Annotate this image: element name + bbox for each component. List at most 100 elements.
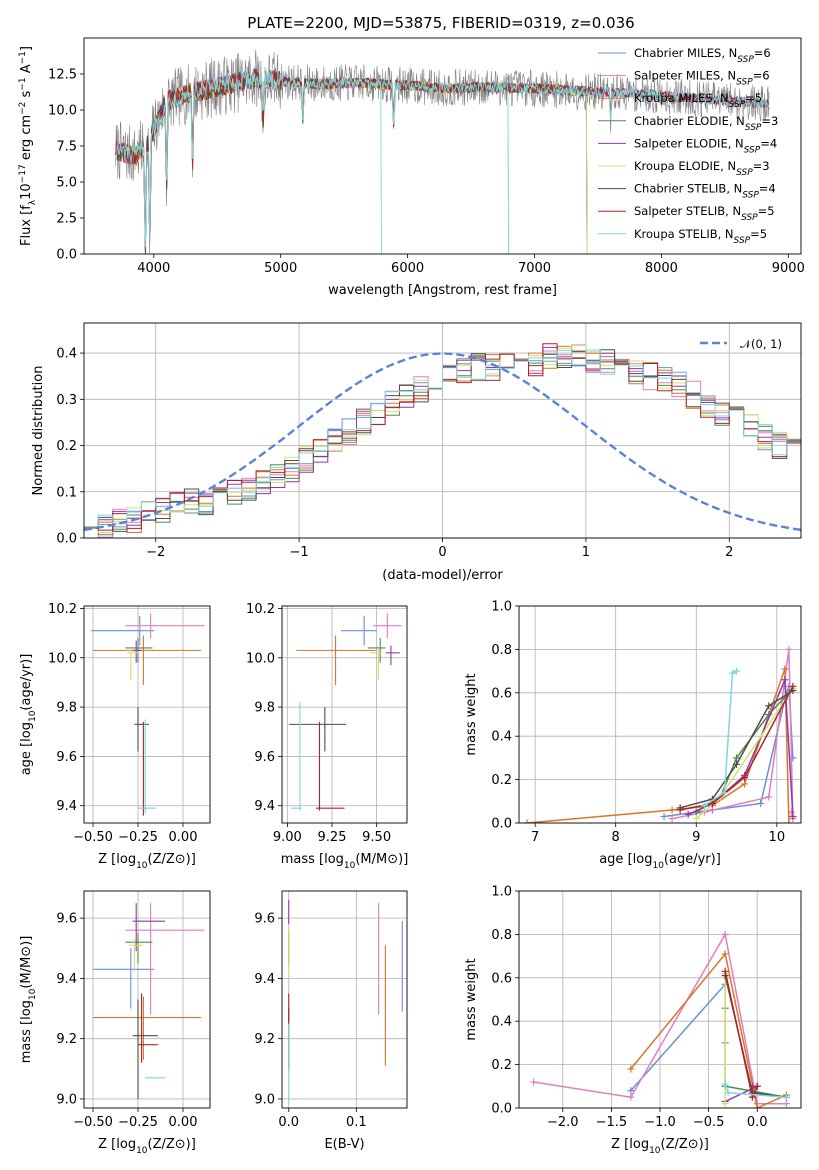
y-tick-label: 0.2 — [491, 773, 512, 788]
x-tick-label: 0.00 — [169, 1115, 198, 1130]
y-axis-label: Flux [fλ10−17 erg cm−2 s−1 A−1] — [18, 46, 38, 246]
legend-label: 𝒩(0, 1) — [740, 337, 782, 351]
y-tick-label: 0.0 — [491, 817, 512, 832]
axes-frame — [518, 605, 802, 824]
x-tick-label: 9 — [692, 830, 700, 845]
y-tick-label: 1.0 — [491, 600, 512, 615]
mass-weight-point — [753, 1082, 761, 1090]
y-tick-label: 0.6 — [491, 686, 512, 701]
x-tick-label: −2 — [146, 545, 165, 560]
legend-label: Salpeter MILES, NSSP=6 — [634, 69, 770, 88]
mass-weight-point — [720, 789, 728, 797]
y-tick-label: 0.0 — [491, 1102, 512, 1117]
mass-weight-point — [733, 754, 741, 762]
y-tick-label: 12.5 — [48, 68, 77, 83]
mass-weight-point — [741, 773, 749, 781]
x-tick-label: 1 — [582, 545, 590, 560]
mass-weight-point — [692, 815, 700, 823]
mass-weight-point — [721, 950, 729, 958]
x-tick-label: 2 — [725, 545, 733, 560]
x-tick-label: −0.25 — [118, 830, 158, 845]
spectrum-legend: Chabrier MILES, NSSP=6 Salpeter MILES, NS… — [598, 46, 778, 246]
y-axis-label: mass [log10(M/M⊙)] — [19, 936, 38, 1064]
y-tick-label: 0.3 — [56, 393, 77, 408]
mass-weight-line-kroupa-stelib — [703, 670, 737, 807]
y-tick-label: 0.2 — [56, 439, 77, 454]
y-tick-label: 0.6 — [491, 971, 512, 986]
x-tick-label: −2.0 — [547, 1115, 579, 1130]
mass-weight-point — [733, 667, 741, 675]
mass-weight-point — [785, 819, 793, 823]
x-tick-label: −0.50 — [73, 1115, 113, 1130]
mass-weight-point — [627, 1093, 635, 1101]
mass-weight-point — [627, 1087, 635, 1095]
y-tick-label: 0.4 — [491, 730, 512, 745]
x-tick-label: −0.5 — [693, 1115, 725, 1130]
y-tick-label: 9.4 — [56, 799, 77, 814]
residuals-panel: −2 −1 0 1 2 0.0 0.1 0.2 0.3 0.4 𝒩(0, 1) (data-model… — [31, 322, 802, 583]
x-tick-label: 0 — [438, 545, 446, 560]
age-vs-Z-panel: −0.50 −0.25 0.00 9.4 9.6 9.8 10.0 10.2 Z [log10(… — [19, 602, 211, 871]
legend-label: Kroupa MILES, NSSP=5 — [634, 91, 762, 110]
mass-weight-point — [530, 1078, 538, 1086]
y-axis-label: Normed distribution — [31, 366, 46, 496]
mass-weight-point — [721, 930, 729, 938]
x-axis-label: E(B-V) — [324, 1137, 364, 1152]
legend-label: Chabrier MILES, NSSP=6 — [634, 46, 771, 65]
y-tick-label: 10.0 — [246, 651, 275, 666]
mass-weight-point — [782, 1093, 790, 1101]
x-tick-label: 0.0 — [278, 1115, 299, 1130]
y-tick-label: 9.6 — [56, 912, 77, 927]
x-tick-label: 6000 — [391, 261, 424, 276]
y-tick-label: 10.2 — [48, 602, 77, 617]
x-tick-label: −1.0 — [644, 1115, 676, 1130]
mass-weight-point — [782, 1100, 790, 1108]
mass-weight-point — [733, 760, 741, 768]
x-tick-label: 4000 — [137, 261, 170, 276]
x-tick-label: 0.0 — [747, 1115, 768, 1130]
mass-weight-point — [765, 793, 773, 801]
y-tick-label: 9.6 — [254, 912, 275, 927]
legend-label: Kroupa ELODIE, NSSP=3 — [634, 159, 770, 178]
mass-weight-point — [741, 780, 749, 788]
mass-vs-EBV-panel: 0.0 0.1 9.0 9.2 9.4 9.6 E(B-V) — [254, 890, 408, 1152]
x-axis-label: age [log10(age/yr)] — [599, 852, 721, 871]
x-tick-label: −1 — [290, 545, 309, 560]
y-tick-label: 0.2 — [491, 1058, 512, 1073]
mass-weight-point — [789, 812, 797, 820]
mass-weight-line-salpeter-stelib — [679, 685, 794, 811]
y-tick-label: 10.2 — [246, 602, 275, 617]
mass-weight-point — [668, 806, 676, 814]
x-tick-label: −1.5 — [596, 1115, 628, 1130]
x-axis-label: mass [log10(M/M⊙)] — [281, 852, 409, 871]
y-tick-label: 9.8 — [56, 701, 77, 716]
x-tick-label: 9.50 — [362, 830, 391, 845]
x-tick-label: 0.1 — [346, 1115, 367, 1130]
mass-weight-vs-Z-panel: −2.0 −1.5 −1.0 −0.5 0.0 0.0 0.2 0.4 0.6 0.8 1.0 Z [… — [464, 885, 802, 1156]
mass-weight-point — [789, 682, 797, 690]
mass-weight-point — [785, 645, 793, 653]
y-tick-label: 0.0 — [56, 532, 77, 547]
y-tick-label: 9.8 — [254, 701, 275, 716]
x-tick-label: 7000 — [518, 261, 551, 276]
mass-weight-vs-age-panel: 7 8 9 10 0.0 0.2 0.4 0.6 0.8 1.0 age [log10(age/yr… — [464, 600, 802, 871]
legend-label: Salpeter ELODIE, NSSP=4 — [634, 136, 777, 155]
mass-weight-point — [700, 802, 708, 810]
y-tick-label: 0.4 — [491, 1015, 512, 1030]
x-tick-label: 9.00 — [273, 830, 302, 845]
y-tick-label: 9.2 — [56, 1032, 77, 1047]
x-axis-label: (data-model)/error — [382, 568, 503, 583]
mass-weight-point — [757, 799, 765, 807]
y-axis-label: age [log10(age/yr)] — [19, 654, 38, 776]
legend-label: Salpeter STELIB, NSSP=5 — [634, 204, 775, 223]
y-tick-label: 0.1 — [56, 485, 77, 500]
y-tick-label: 9.2 — [254, 1032, 275, 1047]
y-tick-label: 1.0 — [491, 885, 512, 900]
legend-label: Chabrier ELODIE, NSSP=3 — [634, 114, 778, 133]
histogram-kroupa-stelib — [84, 349, 801, 528]
legend-label: Kroupa STELIB, NSSP=5 — [634, 227, 767, 246]
mass-weight-line-kroupa-miles — [630, 952, 787, 1108]
y-tick-label: 2.5 — [56, 212, 77, 227]
x-tick-label: 9.25 — [318, 830, 347, 845]
